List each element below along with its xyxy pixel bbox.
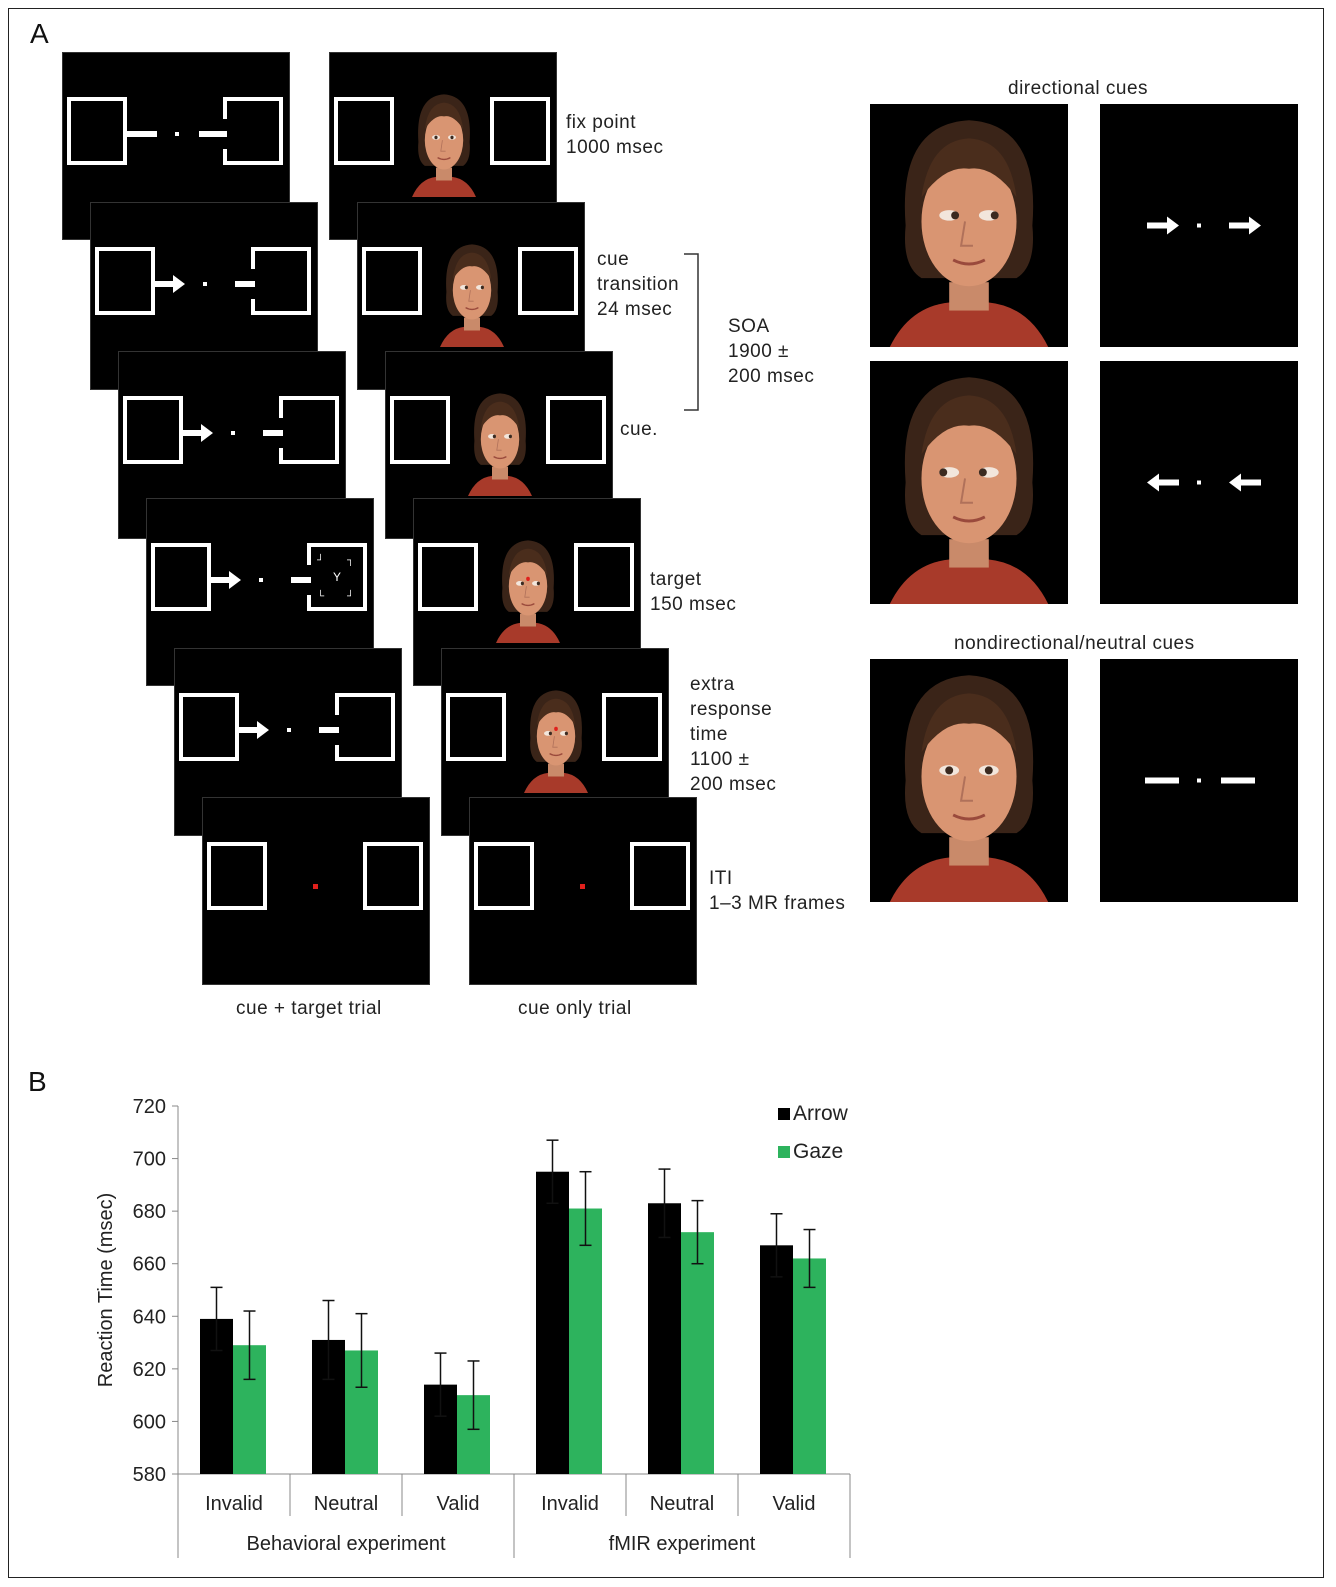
bar-arrow [536,1171,569,1474]
gaze-right-cue-image [870,104,1068,347]
x-tick-label: Valid [437,1493,480,1515]
placeholder-box-left [95,247,155,315]
bar-gaze [681,1232,714,1474]
legend-swatch-arrow [778,1108,790,1120]
step-label-iti: ITI 1–3 MR frames [709,868,846,914]
legend-swatch-gaze [778,1146,790,1158]
svg-text:Y: Y [333,570,341,584]
step-label-extra-response: extra response time 1100 ± 200 msec [690,674,777,795]
arrow-cue [183,418,283,448]
placeholder-box-right [490,97,550,165]
y-tick-label: 680 [133,1201,166,1223]
y-tick-label: 660 [133,1254,166,1276]
gaze-trial-frame-6 [469,797,697,985]
panel-b-letter: B [28,1066,47,1097]
placeholder-box-left [334,97,394,165]
placeholder-box-left [446,693,506,761]
y-tick-label: 700 [133,1149,166,1171]
reaction-time-chart: 580 600 620 640 660 680 700 720 Reaction Time (m… [95,1096,851,1558]
arrow-cue [239,715,339,745]
neutral-cues-title: nondirectional/neutral cues [954,633,1195,654]
placeholder-box-right [630,842,690,910]
avatar-face [488,533,568,643]
y-tick-label: 720 [133,1096,166,1118]
trial-label-cue-only: cue only trial [518,998,632,1019]
avatar-face [432,237,512,347]
soa-label: SOA 1900 ± 200 msec [728,316,815,387]
fixation-dot [580,884,585,889]
placeholder-box-left [418,543,478,611]
step-label-cue: cue. [620,419,658,440]
x-tick-label: Invalid [541,1493,599,1515]
bar-arrow [648,1203,681,1474]
x-group-label: fMIR experiment [609,1533,756,1555]
placeholder-box-left [390,396,450,464]
legend-label-gaze: Gaze [793,1140,843,1163]
figure-frame [8,8,1324,1578]
placeholder-box-right [251,247,311,315]
placeholder-box-left [179,693,239,761]
placeholder-box-left [67,97,127,165]
x-tick-label: Invalid [205,1493,263,1515]
x-group-label: Behavioral experiment [247,1533,446,1555]
x-tick-label: Neutral [314,1493,378,1515]
trial-label-cue-target: cue + target trial [236,998,382,1019]
placeholder-box-right [223,97,283,165]
arrow-left-cue-image [1100,361,1298,604]
neutral-cue [127,119,227,149]
fixation-dot [313,884,318,889]
avatar-face [460,386,540,496]
avatar-face [516,683,596,793]
placeholder-box-right [363,842,423,910]
soa-bracket [684,253,699,411]
legend-label-arrow: Arrow [793,1102,849,1125]
placeholder-box-right [335,693,395,761]
arrow-neutral-cue-image [1100,659,1298,902]
y-tick-label: 620 [133,1359,166,1381]
arrow-cue [155,269,255,299]
step-label-cue-transition: cue transition 24 msec [597,249,680,320]
svg-text:└: └ [317,589,325,602]
x-tick-label: Neutral [650,1493,714,1515]
directional-cues-title: directional cues [1008,78,1149,99]
panel-a-letter: A [30,18,49,49]
arrow-trial-frame-6 [202,797,430,985]
placeholder-box-right [279,396,339,464]
x-tick-label: Valid [773,1493,816,1515]
placeholder-box-left [207,842,267,910]
placeholder-box-left [362,247,422,315]
gaze-left-cue-image [870,361,1068,604]
placeholder-box-right [602,693,662,761]
gaze-neutral-cue-image [870,659,1068,902]
placeholder-box-left [123,396,183,464]
placeholder-box-left [151,543,211,611]
y-axis-label: Reaction Time (msec) [95,1193,117,1388]
arrow-cue [211,565,311,595]
avatar-face [404,87,484,197]
placeholder-box-left [474,842,534,910]
step-label-target: target 150 msec [650,569,737,615]
placeholder-box-right [546,396,606,464]
y-tick-label: 580 [133,1464,166,1486]
svg-text:┘: ┘ [346,589,354,602]
gaze-trial-frame-3 [385,351,613,539]
step-label-fix: fix point 1000 msec [566,112,664,158]
bar-arrow [760,1245,793,1474]
placeholder-box-right [574,543,634,611]
arrow-right-cue-image [1100,104,1298,347]
y-tick-label: 640 [133,1306,166,1328]
svg-text:┐: ┐ [346,555,354,566]
svg-text:┘: ┘ [316,553,324,566]
target-letters: ┘ ┐ Y └ ┘ [316,553,354,602]
placeholder-box-right [518,247,578,315]
bar-gaze [569,1208,602,1474]
bar-gaze [793,1258,826,1474]
y-tick-label: 600 [133,1411,166,1433]
